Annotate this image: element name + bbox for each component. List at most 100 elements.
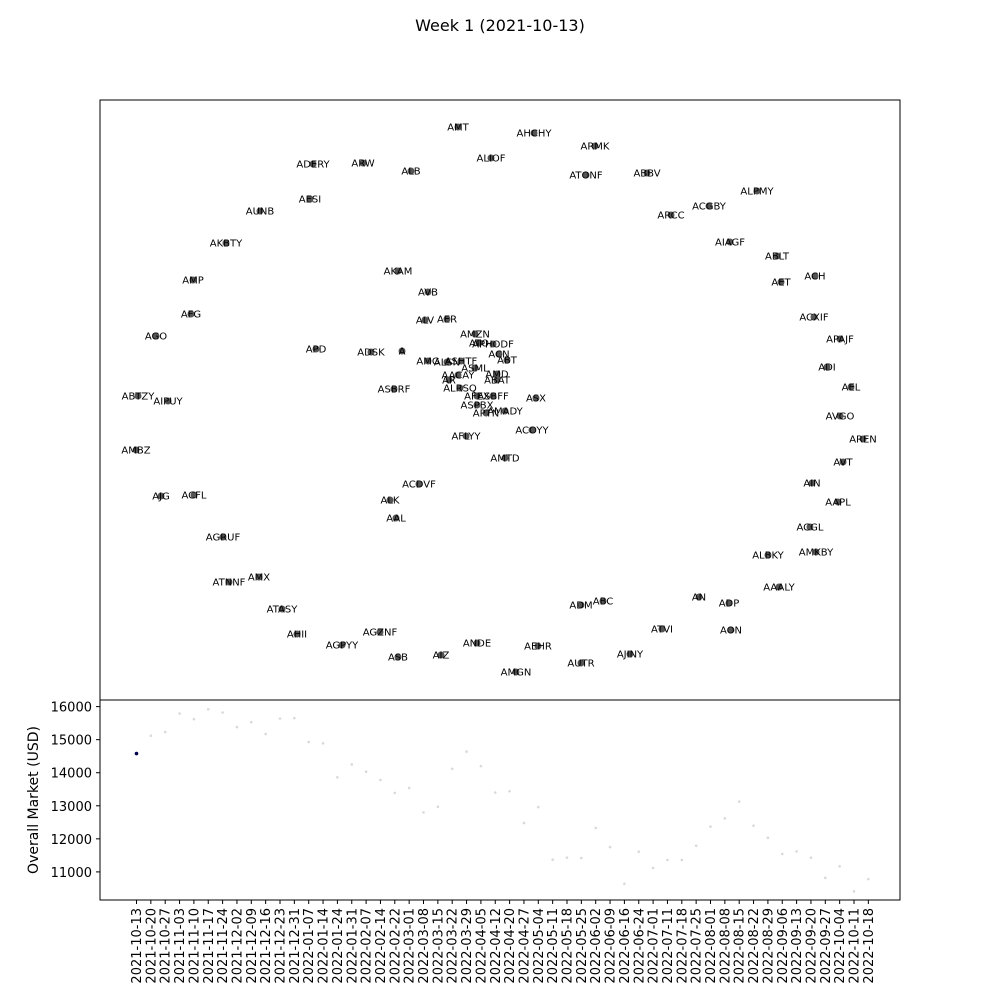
x-tick-label: 2022-03-01 <box>403 908 418 984</box>
ticker-label: ABBV <box>633 169 660 180</box>
ticker-point <box>390 385 398 393</box>
x-tick-label: 2021-11-24 <box>216 908 231 984</box>
market-point <box>537 805 540 809</box>
x-tick-label: 2022-07-01 <box>647 908 662 984</box>
ticker-label: A <box>399 347 406 358</box>
ticker-label: ABC <box>593 597 614 608</box>
ticker-label: AMP <box>182 276 204 287</box>
market-point <box>623 882 626 886</box>
ticker-scatter: AMT AHCHY ARMK ALIOF ADERY ARW ALB ATONF ABBV ALP… <box>121 123 876 679</box>
y-tick-label: 14000 <box>51 767 92 782</box>
x-tick-label: 2021-10-20 <box>144 908 159 984</box>
market-point <box>479 764 483 768</box>
x-tick-label: 2021-12-31 <box>288 908 303 984</box>
ticker-label: ABTZY <box>122 392 156 403</box>
ticker-point <box>462 432 470 440</box>
market-point <box>838 864 841 868</box>
market-point <box>522 821 526 825</box>
ticker-label: ALSN <box>434 358 460 369</box>
ticker-point <box>225 578 233 586</box>
ticker-label: AAPL <box>825 498 851 509</box>
x-tick-label: 2022-09-06 <box>776 908 791 984</box>
x-tick-label: 2022-08-29 <box>761 908 776 984</box>
market-point <box>364 770 368 774</box>
ticker-label: ASB <box>388 653 408 664</box>
market-point <box>422 811 425 814</box>
ticker-point <box>255 573 263 581</box>
x-tick-label: 2021-12-16 <box>259 908 274 984</box>
ticker-label: APTN <box>473 409 499 420</box>
market-point <box>737 800 741 803</box>
market-point <box>163 730 167 734</box>
x-tick-label: 2022-04-05 <box>474 908 489 984</box>
ticker-label: APHODF <box>472 340 514 351</box>
y-tick-label: 15000 <box>51 734 92 749</box>
ticker-point <box>392 514 400 522</box>
ticker-label: ATASY <box>267 605 299 616</box>
x-tick-label: 2022-07-11 <box>661 908 676 984</box>
ticker-label: AGZNF <box>363 628 398 639</box>
ticker-point <box>132 446 140 454</box>
ticker-label: AJG <box>152 492 170 503</box>
ticker-point <box>626 650 634 658</box>
market-point <box>852 890 856 893</box>
ticker-point <box>577 659 585 667</box>
ticker-point <box>359 159 367 167</box>
ticker-point <box>309 160 317 168</box>
x-tick-label: 2021-12-09 <box>245 908 260 984</box>
ticker-label: AR <box>442 376 456 387</box>
ticker-point <box>823 363 831 371</box>
ticker-label: APD <box>306 345 327 356</box>
ticker-point <box>495 350 503 358</box>
ticker-point <box>219 533 227 541</box>
x-tick-label: 2022-01-24 <box>331 908 346 984</box>
x-tick-label: 2022-03-08 <box>417 908 432 984</box>
ticker-point <box>312 345 320 353</box>
ticker-label: ASPBX <box>461 401 494 412</box>
ticker-point <box>190 491 198 499</box>
x-tick-label: 2022-06-24 <box>632 908 647 984</box>
market-point <box>766 836 770 840</box>
x-tick-label: 2022-05-25 <box>575 908 590 984</box>
y-tick-label: 13000 <box>51 800 92 815</box>
x-tick-label: 2022-02-22 <box>388 908 403 984</box>
ticker-label: ACOYY <box>515 426 549 437</box>
market-point <box>580 856 583 860</box>
ticker-point <box>394 267 402 275</box>
market-point <box>809 856 813 859</box>
ticker-label: AMGN <box>501 668 532 679</box>
market-point <box>824 876 827 880</box>
ticker-point <box>599 597 607 605</box>
ticker-point <box>834 498 842 506</box>
market-timeline <box>134 707 870 893</box>
ticker-point <box>398 347 406 355</box>
ticker-point <box>753 187 761 195</box>
x-tick-label: 2022-09-27 <box>819 908 834 984</box>
x-tick-label: 2022-07-18 <box>675 908 690 984</box>
ticker-point <box>836 335 844 343</box>
ticker-point <box>534 642 542 650</box>
ticker-label: ALPMY <box>740 187 774 198</box>
ticker-label: ACH <box>804 272 825 283</box>
ticker-point <box>471 364 479 372</box>
ticker-label: AMG <box>416 357 439 368</box>
ticker-point <box>489 340 497 348</box>
ticker-label: ATNNF <box>213 578 246 589</box>
ticker-point <box>164 397 172 405</box>
ticker-point <box>424 357 432 365</box>
ticker-label: AIPUY <box>153 397 183 408</box>
ticker-point <box>222 239 230 247</box>
ticker-point <box>189 276 197 284</box>
ticker-label: ATONF <box>569 171 603 182</box>
ticker-label: AMBZ <box>121 446 150 457</box>
ticker-point <box>643 169 651 177</box>
ticker-label: AET <box>771 278 791 289</box>
x-tick-label: 2021-12-23 <box>274 908 289 984</box>
x-axis: 2021-10-13 2021-10-20 2021-10-27 2021-11-03… <box>130 900 877 984</box>
ticker-point <box>839 458 847 466</box>
ticker-label: ATVI <box>651 625 673 636</box>
ticker-label: ABAT <box>484 376 511 387</box>
ticker-label: ARW <box>351 159 374 170</box>
x-tick-label: 2022-10-04 <box>833 908 848 984</box>
x-tick-label: 2022-06-16 <box>618 908 633 984</box>
